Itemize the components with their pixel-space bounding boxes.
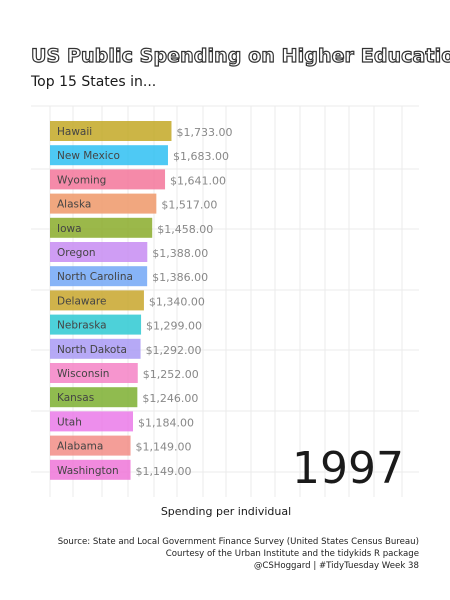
caption-credit: Courtesy of the Urban Institute and the … (165, 549, 419, 559)
bar (50, 314, 142, 335)
bar (50, 169, 166, 190)
bar-value-label: $1,292.00 (146, 344, 202, 357)
bar-category-label: Alabama (57, 441, 103, 453)
bar-value-label: $1,149.00 (136, 465, 192, 478)
bar (50, 145, 168, 166)
bar-category-label: Washington (57, 465, 119, 477)
year-label: 1997 (292, 443, 404, 494)
chart-subtitle: Top 15 States in... (31, 74, 157, 90)
x-axis-title: Spending per individual (161, 505, 291, 518)
bar (50, 217, 153, 238)
bar (50, 363, 138, 383)
bar (50, 411, 133, 432)
bar-value-label: $1,149.00 (136, 441, 192, 454)
bar-value-label: $1,299.00 (146, 320, 202, 333)
bar-value-label: $1,388.00 (152, 247, 208, 260)
bar-category-label: Utah (57, 416, 82, 428)
bar-category-label: Wyoming (57, 174, 106, 186)
bar-value-label: $1,683.00 (173, 150, 229, 163)
bar-category-label: Nebraska (57, 320, 107, 332)
bar (50, 435, 131, 456)
bar-value-label: $1,184.00 (138, 416, 194, 429)
bar-value-label: $1,340.00 (149, 295, 205, 308)
bar-category-label: Wisconsin (57, 368, 109, 380)
bar-category-label: New Mexico (57, 150, 120, 162)
bar-category-label: Alaska (57, 199, 91, 211)
bar (50, 290, 144, 311)
chart-title: US Public Spending on Higher Education (30, 44, 450, 67)
bar-category-label: Delaware (57, 295, 106, 307)
bar-category-label: Iowa (57, 223, 82, 235)
bar-value-label: $1,733.00 (176, 126, 232, 139)
bar-category-label: Hawaii (57, 126, 92, 138)
bar-value-label: $1,246.00 (142, 392, 198, 405)
bar-category-label: Oregon (57, 247, 96, 259)
bar-value-label: $1,517.00 (161, 199, 217, 212)
bar-category-label: North Carolina (57, 271, 133, 283)
bar-category-label: North Dakota (57, 344, 127, 356)
bar-value-label: $1,641.00 (170, 174, 226, 187)
bar (50, 121, 172, 141)
bar-value-label: $1,386.00 (152, 271, 208, 284)
bar (50, 338, 141, 359)
bar (50, 387, 138, 408)
caption-source: Source: State and Local Government Finan… (57, 537, 419, 547)
bar-value-label: $1,458.00 (157, 223, 213, 236)
bar (50, 193, 157, 214)
bar-category-label: Kansas (57, 392, 94, 404)
bar (50, 266, 148, 287)
bar-value-label: $1,252.00 (143, 368, 199, 381)
bar (50, 242, 148, 262)
caption-author: @CSHoggard | #TidyTuesday Week 38 (253, 561, 419, 571)
bar (50, 459, 131, 480)
